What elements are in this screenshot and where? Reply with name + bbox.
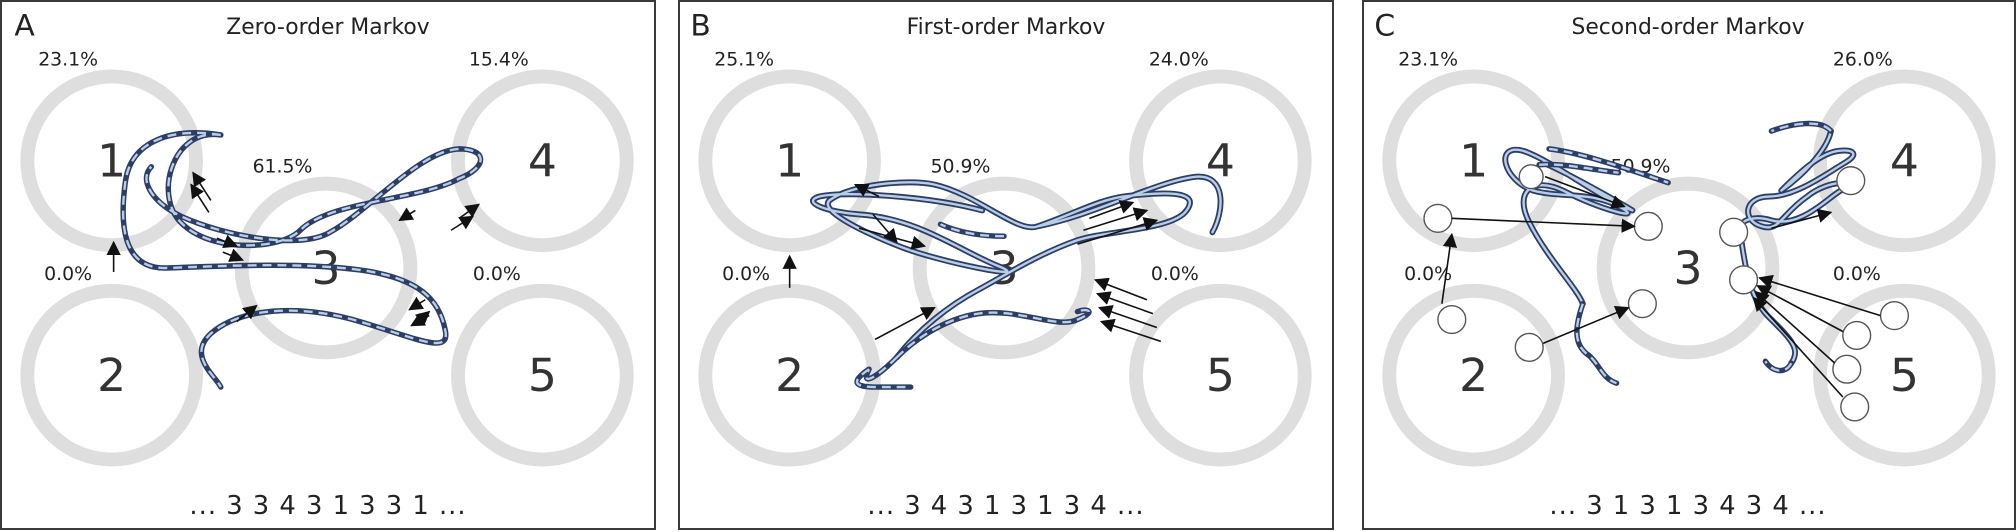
percentage-state-5: 0.0% <box>1151 264 1199 285</box>
percentage-state-3: 50.9% <box>931 157 991 178</box>
context-node <box>1515 333 1543 361</box>
context-node <box>1833 355 1861 383</box>
panel-first-order: B First-order Markov 1 2 3 4 5 25.1% 24.… <box>678 0 1334 530</box>
zero-order-diagram: A Zero-order Markov 1 2 3 4 5 23.1% 15.4… <box>2 2 654 528</box>
state-sequence: ... 3 3 4 3 1 3 3 1 ... <box>189 491 466 521</box>
percentage-state-2: 0.0% <box>722 264 770 285</box>
context-node <box>1843 322 1871 350</box>
percentage-state-4: 26.0% <box>1833 50 1893 71</box>
percentage-state-3: 61.5% <box>253 157 313 178</box>
state-label-2: 2 <box>97 349 126 402</box>
state-label-2: 2 <box>775 349 804 402</box>
context-node <box>1837 167 1865 195</box>
state-sequence: ... 3 1 3 1 3 4 3 4 ... <box>1549 491 1826 521</box>
state-label-5: 5 <box>528 349 557 402</box>
context-node <box>1519 165 1543 189</box>
state-label-4: 4 <box>1890 135 1919 188</box>
state-label-1: 1 <box>775 135 804 188</box>
panel-letter: B <box>690 9 710 44</box>
context-node <box>1634 212 1662 240</box>
second-order-diagram: C Second-order Markov 1 2 3 4 5 23.1% 26… <box>1364 2 2014 528</box>
state-label-1: 1 <box>1459 135 1488 188</box>
context-node <box>1730 266 1758 294</box>
percentage-state-4: 15.4% <box>469 50 529 71</box>
context-node <box>1841 393 1869 421</box>
panel-letter: A <box>14 9 35 44</box>
first-order-diagram: B First-order Markov 1 2 3 4 5 25.1% 24.… <box>680 2 1332 528</box>
state-label-5: 5 <box>1890 349 1919 402</box>
percentage-state-4: 24.0% <box>1149 50 1209 71</box>
percentage-state-5: 0.0% <box>1833 264 1881 285</box>
state-label-5: 5 <box>1206 349 1235 402</box>
panel-title: Zero-order Markov <box>226 15 429 40</box>
panel-letter: C <box>1374 9 1395 44</box>
context-node <box>1881 302 1909 330</box>
percentage-state-1: 25.1% <box>714 50 774 71</box>
context-node <box>1720 218 1748 246</box>
panel-zero-order: A Zero-order Markov 1 2 3 4 5 23.1% 15.4… <box>0 0 656 530</box>
percentage-state-2: 0.0% <box>44 264 92 285</box>
state-label-3: 3 <box>1673 242 1702 295</box>
context-node <box>1438 306 1466 334</box>
panel-title: Second-order Markov <box>1571 15 1804 40</box>
state-label-1: 1 <box>97 135 126 188</box>
context-node <box>1424 204 1452 232</box>
panel-title: First-order Markov <box>907 15 1106 40</box>
percentage-state-1: 23.1% <box>38 50 98 71</box>
context-node <box>1628 290 1656 318</box>
percentage-state-1: 23.1% <box>1398 50 1458 71</box>
state-sequence: ... 3 4 3 1 3 1 3 4 ... <box>867 491 1144 521</box>
state-label-2: 2 <box>1459 349 1488 402</box>
state-label-4: 4 <box>528 135 557 188</box>
panel-second-order: C Second-order Markov 1 2 3 4 5 23.1% 26… <box>1362 0 2016 530</box>
percentage-state-5: 0.0% <box>473 264 521 285</box>
